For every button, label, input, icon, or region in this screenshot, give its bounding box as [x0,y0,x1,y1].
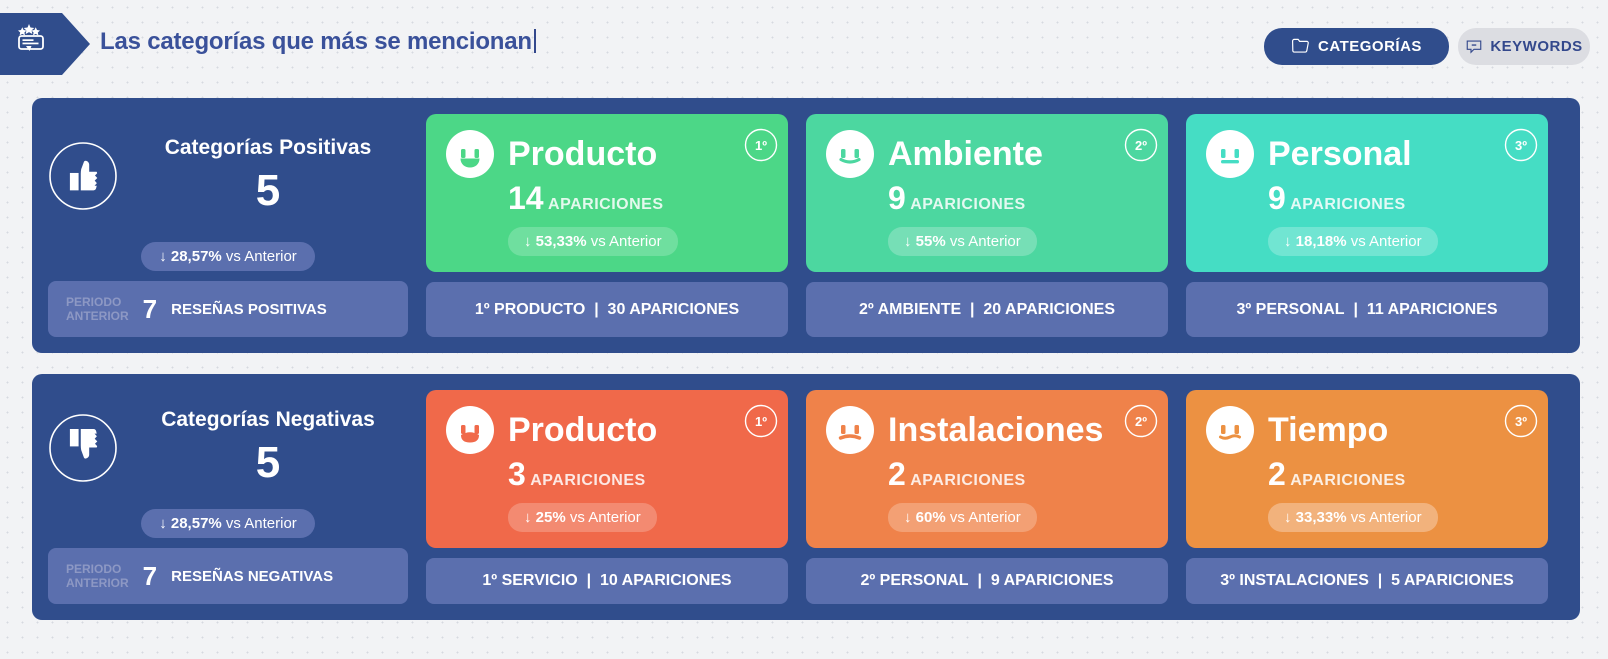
svg-text:3º: 3º [1515,138,1527,153]
svg-text:3º: 3º [1515,414,1527,429]
svg-text:2º: 2º [1135,414,1147,429]
svg-text:2º: 2º [1135,138,1147,153]
svg-text:1º: 1º [755,138,767,153]
svg-text:1º: 1º [755,414,767,429]
